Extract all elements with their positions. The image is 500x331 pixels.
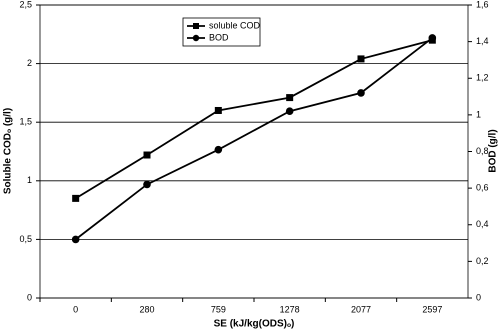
x-tick-label: 1278: [280, 304, 300, 314]
y2-axis-title: BOD (g/l): [488, 129, 499, 172]
point-marker: [357, 55, 365, 63]
point-marker: [214, 145, 223, 154]
point-marker: [286, 94, 294, 102]
legend-marker: [192, 34, 200, 42]
point-marker: [71, 235, 80, 244]
point-marker: [143, 180, 151, 189]
point-marker: [428, 34, 437, 42]
y2-tick-label: 0: [476, 292, 481, 302]
y2-tick-label: 1,4: [476, 36, 489, 46]
x-axis-title: SE (kJ/kg(ODS)ₒ): [214, 319, 295, 330]
point-marker: [357, 89, 365, 97]
y2-tick-label: 1,2: [476, 73, 489, 83]
y2-tick-label: 1,6: [476, 0, 489, 9]
legend-marker: [193, 23, 199, 29]
y-axis-title: Soluble CODₒ (g/l): [3, 108, 14, 194]
x-tick-label: 759: [211, 304, 226, 314]
y-tick-label: 1: [27, 175, 32, 185]
x-tick-label: 2077: [351, 304, 371, 314]
plot-frame: [39, 4, 469, 299]
y2-tick-label: 0,8: [476, 146, 489, 156]
x-tick-label: 2597: [422, 304, 442, 314]
series-line: [75, 37, 433, 241]
point-marker: [285, 107, 294, 116]
y2-tick-label: 0,4: [476, 219, 489, 229]
x-tick-label: 280: [139, 304, 154, 314]
y2-tick-label: 1: [476, 109, 481, 119]
series-line: [75, 39, 433, 200]
legend-label: soluble COD: [209, 20, 261, 30]
point-marker: [143, 151, 151, 159]
y-tick-label: 2,5: [19, 0, 32, 9]
y2-tick-label: 0,2: [476, 256, 489, 266]
legend-label: BOD: [209, 32, 229, 42]
point-marker: [214, 106, 222, 114]
y-tick-label: 2: [27, 58, 32, 68]
y2-tick-label: 0,6: [476, 183, 489, 193]
y-tick-label: 0: [27, 292, 32, 302]
y-tick-label: 1,5: [19, 117, 32, 127]
x-tick-label: 0: [73, 304, 78, 314]
point-marker: [72, 194, 80, 202]
y-tick-label: 0,5: [19, 234, 32, 244]
legend-box: [182, 17, 261, 47]
